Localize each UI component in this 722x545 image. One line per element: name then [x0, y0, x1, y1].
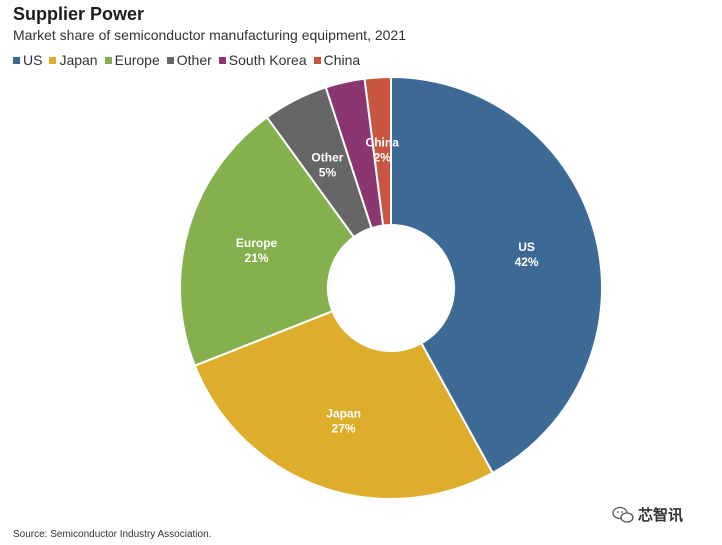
- slice-japan: [193, 309, 495, 500]
- legend-label: Other: [176, 52, 212, 68]
- slice-us: [390, 75, 603, 475]
- slice-value: 21%: [245, 251, 269, 265]
- legend-label: Europe: [114, 52, 160, 68]
- source-note: Source: Semiconductor Industry Associati…: [13, 529, 212, 540]
- slice-china: [363, 75, 392, 227]
- legend-label: South Korea: [228, 52, 307, 68]
- slice-value: 27%: [332, 422, 356, 436]
- legend-swatch: [49, 56, 57, 64]
- watermark-text: 芯智讯: [638, 507, 684, 524]
- legend-item-japan: Japan: [49, 52, 98, 68]
- legend-swatch: [166, 56, 174, 64]
- legend-label: US: [23, 52, 43, 68]
- legend-item-us: US: [13, 52, 42, 68]
- legend-label: Japan: [59, 52, 98, 68]
- slice-europe: [179, 115, 356, 367]
- slice-value: 2%: [374, 150, 392, 164]
- legend-swatch: [13, 56, 20, 64]
- legend-item-other: Other: [166, 52, 212, 68]
- slice-name: Europe: [236, 236, 278, 250]
- chart-subtitle: Market share of semiconductor manufactur…: [13, 27, 406, 43]
- wechat-icon: [612, 506, 634, 523]
- slice-value: 5%: [319, 165, 337, 179]
- slice-name: China: [366, 135, 400, 149]
- chart-legend: US Japan Europe Other South Korea China: [13, 52, 360, 68]
- slice-name: Japan: [326, 407, 361, 421]
- legend-item-south-korea: South Korea: [218, 52, 307, 68]
- legend-swatch: [313, 56, 321, 64]
- legend-item-europe: Europe: [104, 52, 160, 68]
- legend-label: China: [323, 52, 361, 68]
- legend-item-china: China: [313, 52, 361, 68]
- slice-value: 42%: [515, 255, 539, 269]
- legend-swatch: [104, 56, 112, 64]
- watermark: 芯智讯: [612, 504, 683, 525]
- legend-swatch: [218, 56, 226, 64]
- slice-name: Other: [311, 150, 343, 164]
- chart-title: Supplier Power: [13, 4, 145, 24]
- slice-name: US: [518, 240, 535, 254]
